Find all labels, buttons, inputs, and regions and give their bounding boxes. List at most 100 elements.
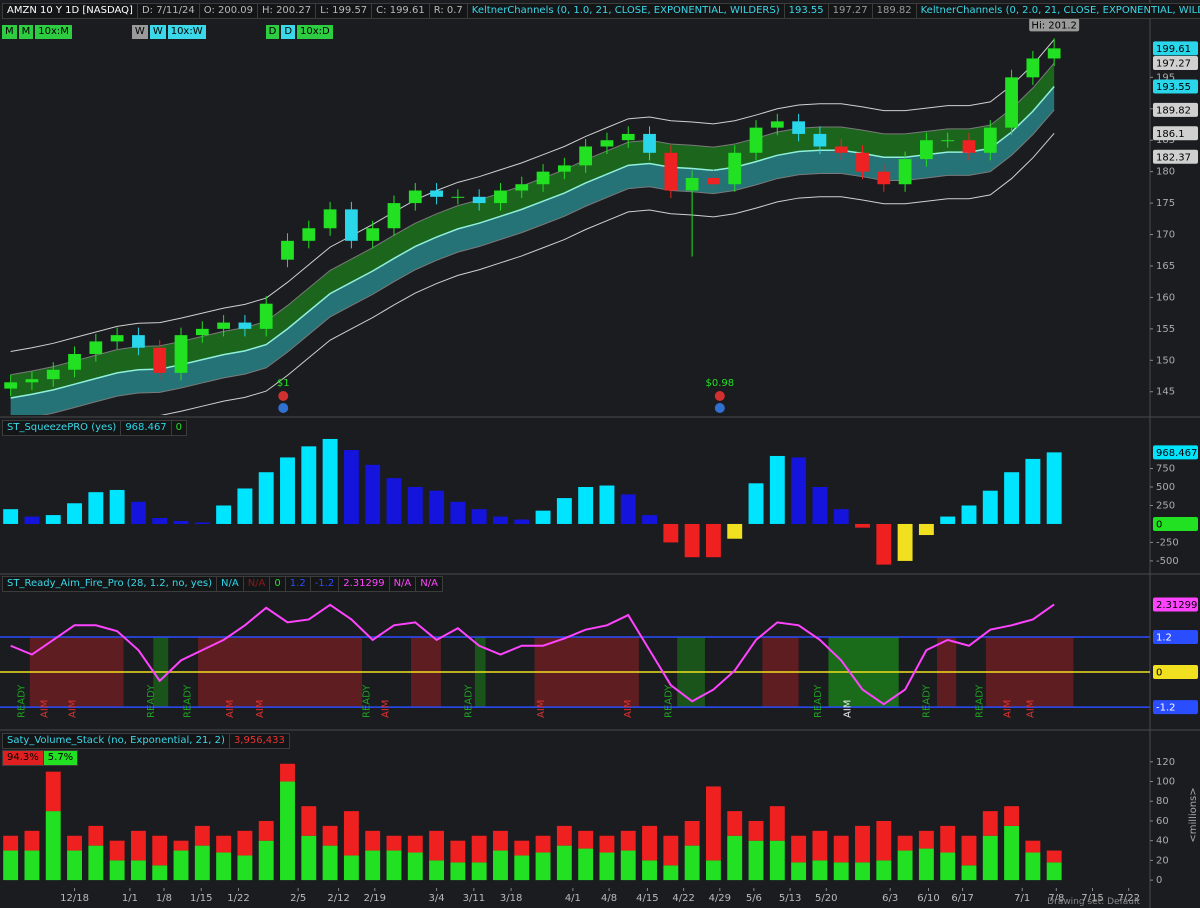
- signal-label: READY: [664, 684, 675, 718]
- momentum-bar: [88, 492, 104, 524]
- signal-label: AIM: [1026, 700, 1037, 718]
- value-tag: 1.2: [1156, 632, 1172, 643]
- band-line: [10, 39, 1055, 352]
- plot: [4, 38, 1061, 415]
- header-item: C: 199.61: [371, 3, 430, 19]
- candle-body: [472, 196, 486, 204]
- x-tick-label: 7/22: [1117, 893, 1139, 904]
- header-item: 189.82: [871, 3, 917, 19]
- candle-body: [281, 240, 294, 260]
- value-tag: -1.2: [1156, 703, 1176, 714]
- candle-body: [664, 152, 678, 191]
- volume-badge: 5.7%: [42, 750, 79, 766]
- y-tick-label: 250: [1156, 500, 1175, 511]
- timeframe-button[interactable]: 10x:W: [167, 25, 206, 39]
- value-tag-bg: [1153, 56, 1198, 71]
- panel-value: N/A: [415, 576, 443, 592]
- band-line: [160, 132, 1055, 415]
- volume-bar: [855, 825, 870, 863]
- timeframe-button[interactable]: 10x:M: [35, 25, 72, 39]
- volume-bar: [556, 845, 572, 881]
- value-tag-bg: [1153, 445, 1198, 460]
- timeframe-button[interactable]: M: [2, 25, 17, 39]
- momentum-bar: [365, 464, 381, 524]
- volume-bar: [237, 830, 253, 856]
- y-tick-label: 20: [1156, 855, 1169, 866]
- candle-body: [621, 133, 635, 141]
- volume-bar: [450, 840, 466, 863]
- high-label-bg: [1029, 18, 1080, 32]
- volume-bar: [812, 860, 828, 881]
- volume-bar: [258, 840, 274, 881]
- value-tag: 199.61: [1156, 44, 1191, 55]
- candle-body: [259, 303, 273, 329]
- momentum-bar: [173, 521, 189, 524]
- panel-value: N/A: [242, 576, 271, 592]
- timeframe-button[interactable]: 10x:D: [297, 25, 333, 39]
- volume-bar: [237, 855, 253, 881]
- volume-bar: [322, 845, 338, 881]
- momentum-bar: [663, 523, 679, 543]
- volume-bar: [24, 830, 40, 851]
- volume-bar: [194, 845, 210, 881]
- volume-bar: [727, 811, 743, 836]
- volume-bar: [748, 820, 764, 841]
- candle-body: [877, 171, 891, 185]
- candle-body: [174, 335, 188, 373]
- x-tick-label: 5/6: [746, 893, 762, 904]
- timeframe-button[interactable]: M: [18, 25, 34, 39]
- candle-body: [770, 121, 784, 128]
- momentum-bar: [216, 505, 232, 524]
- event-icon: [714, 403, 725, 413]
- value-tag-bg: [1153, 79, 1198, 94]
- volume-bar: [109, 840, 125, 861]
- panel-value: 2.31299: [338, 576, 390, 592]
- volume-bar: [343, 855, 359, 881]
- candle-body: [557, 165, 571, 172]
- candle-body: [1047, 48, 1061, 59]
- x-tick-label: 4/8: [601, 893, 617, 904]
- y-tick-label: 100: [1156, 777, 1175, 788]
- y-tick-label: 145: [1156, 387, 1175, 398]
- value-tag: 197.27: [1156, 59, 1191, 70]
- volume-bar: [876, 860, 892, 881]
- timeframe-button[interactable]: W: [131, 25, 148, 39]
- momentum-bar: [152, 518, 168, 524]
- candle-body: [132, 335, 145, 348]
- volume-bar: [705, 860, 721, 881]
- x-tick-label: 4/1: [565, 893, 581, 904]
- x-tick-label: 6/3: [882, 893, 898, 904]
- volume-bar: [1025, 840, 1041, 853]
- panel-value: 0: [170, 420, 188, 436]
- footer: Drawing set: Default: [1047, 897, 1140, 907]
- header-item: O: 200.09: [198, 3, 258, 19]
- momentum-bar: [1046, 452, 1062, 524]
- volume-bar: [1046, 850, 1062, 863]
- event-icon: [714, 391, 725, 401]
- timeframe-button[interactable]: D: [281, 25, 296, 39]
- volume-bar: [940, 825, 956, 853]
- volume-bar: [301, 806, 317, 836]
- timeframe-button[interactable]: D: [265, 25, 280, 39]
- volume-bar: [1004, 825, 1020, 881]
- signal-label: AIM: [1002, 700, 1013, 718]
- timeframe-button[interactable]: W: [149, 25, 166, 39]
- x-tick-label: 4/22: [672, 893, 694, 904]
- momentum-bar: [897, 523, 913, 561]
- candle-body: [387, 203, 401, 229]
- volume-bar: [343, 811, 359, 856]
- oscillator-line: [10, 603, 1055, 706]
- momentum-bar: [67, 503, 82, 524]
- event-label: $1: [277, 378, 290, 389]
- x-tick-label: 7/1: [1014, 893, 1030, 904]
- candle-body: [941, 140, 955, 142]
- volume-bar: [684, 845, 700, 881]
- header-item: KeltnerChannels (0, 1.0, 21, CLOSE, EXPO…: [466, 3, 785, 19]
- momentum-bar: [301, 446, 317, 524]
- volume-bar: [897, 850, 913, 881]
- value-tag: 0: [1156, 519, 1162, 530]
- momentum-bar: [791, 457, 807, 524]
- y-tick-label: 180: [1156, 167, 1175, 178]
